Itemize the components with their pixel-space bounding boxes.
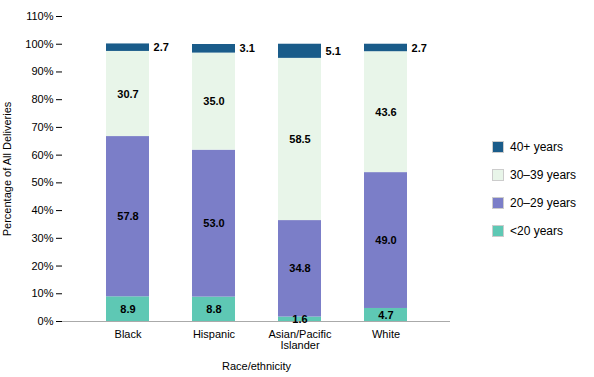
svg-text:8.8: 8.8 — [206, 303, 221, 315]
html-text:<20 years: <20 years — [510, 223, 563, 238]
svg-text:50%: 50% — [31, 176, 53, 188]
svg-text:90%: 90% — [31, 65, 53, 77]
svg-text:1.6: 1.6 — [292, 313, 307, 325]
svg-text:70%: 70% — [31, 121, 53, 133]
svg-text:100%: 100% — [25, 38, 53, 50]
svg-text:Black: Black — [115, 328, 142, 340]
svg-text:3.1: 3.1 — [240, 42, 255, 54]
svg-text:Percentage of All Deliveries: Percentage of All Deliveries — [1, 101, 13, 236]
svg-text:8.9: 8.9 — [120, 303, 135, 315]
svg-text:53.0: 53.0 — [203, 217, 224, 229]
html-text:20–29 years: 20–29 years — [510, 195, 576, 210]
svg-text:58.5: 58.5 — [289, 133, 310, 145]
svg-text:34.8: 34.8 — [289, 262, 310, 274]
svg-text:57.8: 57.8 — [117, 210, 138, 222]
svg-text:30%: 30% — [31, 232, 53, 244]
html-text:40+ years: 40+ years — [510, 139, 563, 154]
svg-text:White: White — [372, 328, 400, 340]
svg-text:40%: 40% — [31, 204, 53, 216]
svg-text:49.0: 49.0 — [375, 234, 396, 246]
svg-text:5.1: 5.1 — [326, 45, 341, 57]
svg-text:20%: 20% — [31, 260, 53, 272]
svg-text:Race/ethnicity: Race/ethnicity — [222, 360, 292, 372]
svg-text:43.6: 43.6 — [375, 106, 396, 118]
svg-text:60%: 60% — [31, 149, 53, 161]
svg-text:2.7: 2.7 — [412, 41, 427, 53]
svg-text:10%: 10% — [31, 287, 53, 299]
svg-text:0%: 0% — [38, 315, 54, 327]
svg-text:2.7: 2.7 — [154, 41, 169, 53]
svg-text:30.7: 30.7 — [117, 88, 138, 100]
html-text:30–39 years: 30–39 years — [510, 167, 576, 182]
svg-text:35.0: 35.0 — [203, 95, 224, 107]
svg-text:Asian/PacificIslander: Asian/PacificIslander — [269, 328, 332, 351]
svg-text:80%: 80% — [31, 93, 53, 105]
svg-text:110%: 110% — [26, 10, 54, 22]
svg-text:Hispanic: Hispanic — [193, 328, 236, 340]
svg-text:4.7: 4.7 — [378, 309, 393, 321]
